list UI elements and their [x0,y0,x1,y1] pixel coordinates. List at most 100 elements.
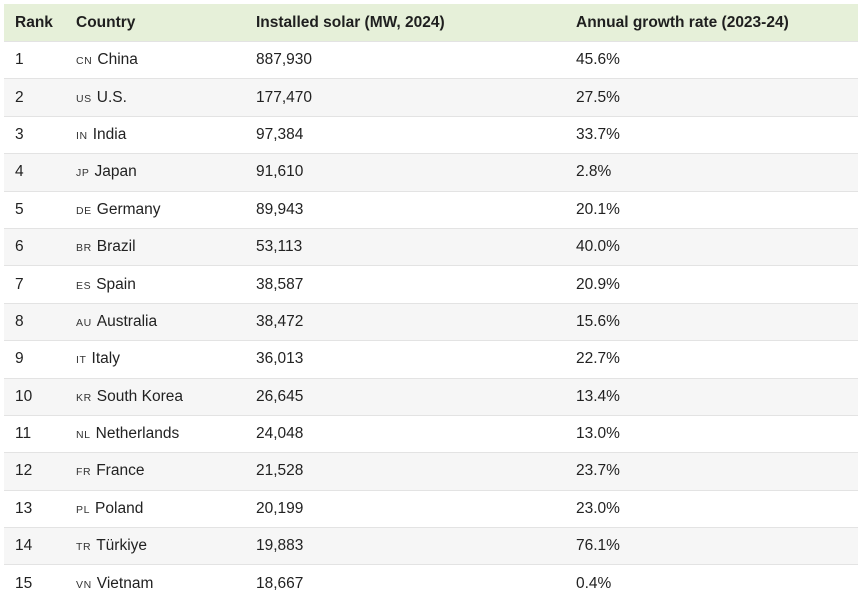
header-rank[interactable]: Rank [15,13,53,31]
cell-rank: 7 [4,265,76,304]
cell-installed-solar: 89,943 [256,190,576,229]
cell-installed-solar: 21,528 [256,452,576,491]
cell-growth-rate: 27.5% [576,78,858,117]
table-row: 1 CN China 887,930 45.6% [4,40,858,79]
cell-country: US U.S. [76,78,256,117]
solar-ranking-table: Rank Country Installed solar (MW, 2024) … [4,4,858,602]
cell-country: AU Australia [76,302,256,341]
cell-country: PL Poland [76,489,256,528]
cell-rank: 11 [4,414,76,453]
cell-installed-solar: 24,048 [256,414,576,453]
country-flag-code: US [76,92,92,105]
cell-installed-solar: 887,930 [256,40,576,79]
cell-rank: 14 [4,527,76,565]
cell-country: TR Türkiye [76,527,256,565]
header-growth-rate[interactable]: Annual growth rate (2023-24) [576,13,789,31]
country-flag-code: IT [76,354,87,367]
cell-rank: 15 [4,564,76,602]
cell-growth-rate: 0.4% [576,564,858,602]
country-flag-code: IN [76,129,88,142]
country-flag-code: PL [76,503,91,516]
cell-rank: 4 [4,153,76,192]
table-row: 7 ES Spain 38,587 20.9% [4,265,858,304]
country-name: Poland [95,499,144,517]
country-name: France [96,462,145,480]
table-row: 12 FR France 21,528 23.7% [4,452,858,491]
country-name: Netherlands [95,425,180,443]
cell-country: KR South Korea [76,377,256,416]
cell-rank: 2 [4,78,76,117]
cell-growth-rate: 13.4% [576,377,858,416]
country-flag-code: JP [76,167,90,180]
cell-growth-rate: 40.0% [576,227,858,266]
cell-growth-rate: 45.6% [576,40,858,79]
cell-growth-rate: 20.1% [576,190,858,229]
cell-growth-rate: 2.8% [576,153,858,192]
cell-country: FR France [76,452,256,491]
cell-country: VN Vietnam [76,564,256,602]
cell-installed-solar: 53,113 [256,227,576,266]
cell-country: DE Germany [76,190,256,229]
country-name: India [92,125,127,143]
table-row: 9 IT Italy 36,013 22.7% [4,340,858,379]
cell-rank: 12 [4,452,76,491]
table-row: 2 US U.S. 177,470 27.5% [4,78,858,117]
cell-rank: 8 [4,302,76,341]
cell-rank: 1 [4,40,76,79]
cell-country: CN China [76,40,256,79]
table-header: Rank Country Installed solar (MW, 2024) … [4,4,858,42]
cell-rank: 13 [4,489,76,528]
cell-rank: 3 [4,115,76,154]
country-flag-code: ES [76,279,92,292]
table-row: 13 PL Poland 20,199 23.0% [4,489,858,528]
table-row: 4 JP Japan 91,610 2.8% [4,153,858,192]
country-name: Brazil [96,238,136,256]
cell-installed-solar: 177,470 [256,78,576,117]
cell-rank: 6 [4,227,76,266]
cell-growth-rate: 76.1% [576,527,858,565]
country-flag-code: CN [76,55,93,68]
country-name: Japan [94,163,137,181]
table-row: 6 BR Brazil 53,113 40.0% [4,227,858,266]
table-row: 10 KR South Korea 26,645 13.4% [4,377,858,416]
cell-growth-rate: 22.7% [576,340,858,379]
table-row: 15 VN Vietnam 18,667 0.4% [4,564,858,602]
country-flag-code: BR [76,242,92,255]
country-flag-code: AU [76,316,92,329]
cell-installed-solar: 19,883 [256,527,576,565]
table-row: 14 TR Türkiye 19,883 76.1% [4,527,858,565]
table-row: 3 IN India 97,384 33.7% [4,115,858,154]
cell-installed-solar: 91,610 [256,153,576,192]
cell-country: ES Spain [76,265,256,304]
country-name: U.S. [96,88,127,106]
cell-rank: 5 [4,190,76,229]
table-row: 11 NL Netherlands 24,048 13.0% [4,414,858,453]
cell-growth-rate: 15.6% [576,302,858,341]
country-name: Türkiye [96,537,148,555]
table-row: 5 DE Germany 89,943 20.1% [4,190,858,229]
cell-country: IN India [76,115,256,154]
cell-installed-solar: 18,667 [256,564,576,602]
country-name: Italy [91,350,120,368]
cell-rank: 9 [4,340,76,379]
cell-growth-rate: 23.0% [576,489,858,528]
country-name: Germany [96,200,161,218]
header-country[interactable]: Country [76,13,136,31]
cell-installed-solar: 36,013 [256,340,576,379]
country-flag-code: DE [76,204,92,217]
country-name: Australia [96,312,158,330]
cell-growth-rate: 20.9% [576,265,858,304]
country-flag-code: FR [76,466,92,479]
header-installed-solar[interactable]: Installed solar (MW, 2024) [256,13,445,31]
cell-country: JP Japan [76,153,256,192]
cell-installed-solar: 38,472 [256,302,576,341]
cell-growth-rate: 13.0% [576,414,858,453]
country-name: China [97,51,138,69]
solar-ranking-table-container: Rank Country Installed solar (MW, 2024) … [4,4,858,602]
cell-installed-solar: 38,587 [256,265,576,304]
country-flag-code: VN [76,578,92,591]
country-flag-code: TR [76,541,92,554]
cell-country: BR Brazil [76,227,256,266]
cell-growth-rate: 33.7% [576,115,858,154]
table-row: 8 AU Australia 38,472 15.6% [4,302,858,341]
